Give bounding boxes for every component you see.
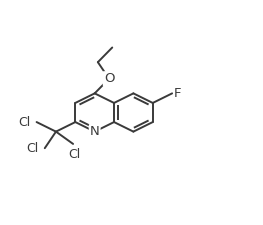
Text: Cl: Cl (19, 116, 31, 128)
Text: O: O (104, 72, 114, 85)
Text: N: N (90, 125, 100, 138)
Text: Cl: Cl (68, 148, 80, 161)
Text: F: F (174, 87, 182, 100)
Text: Cl: Cl (27, 142, 39, 155)
